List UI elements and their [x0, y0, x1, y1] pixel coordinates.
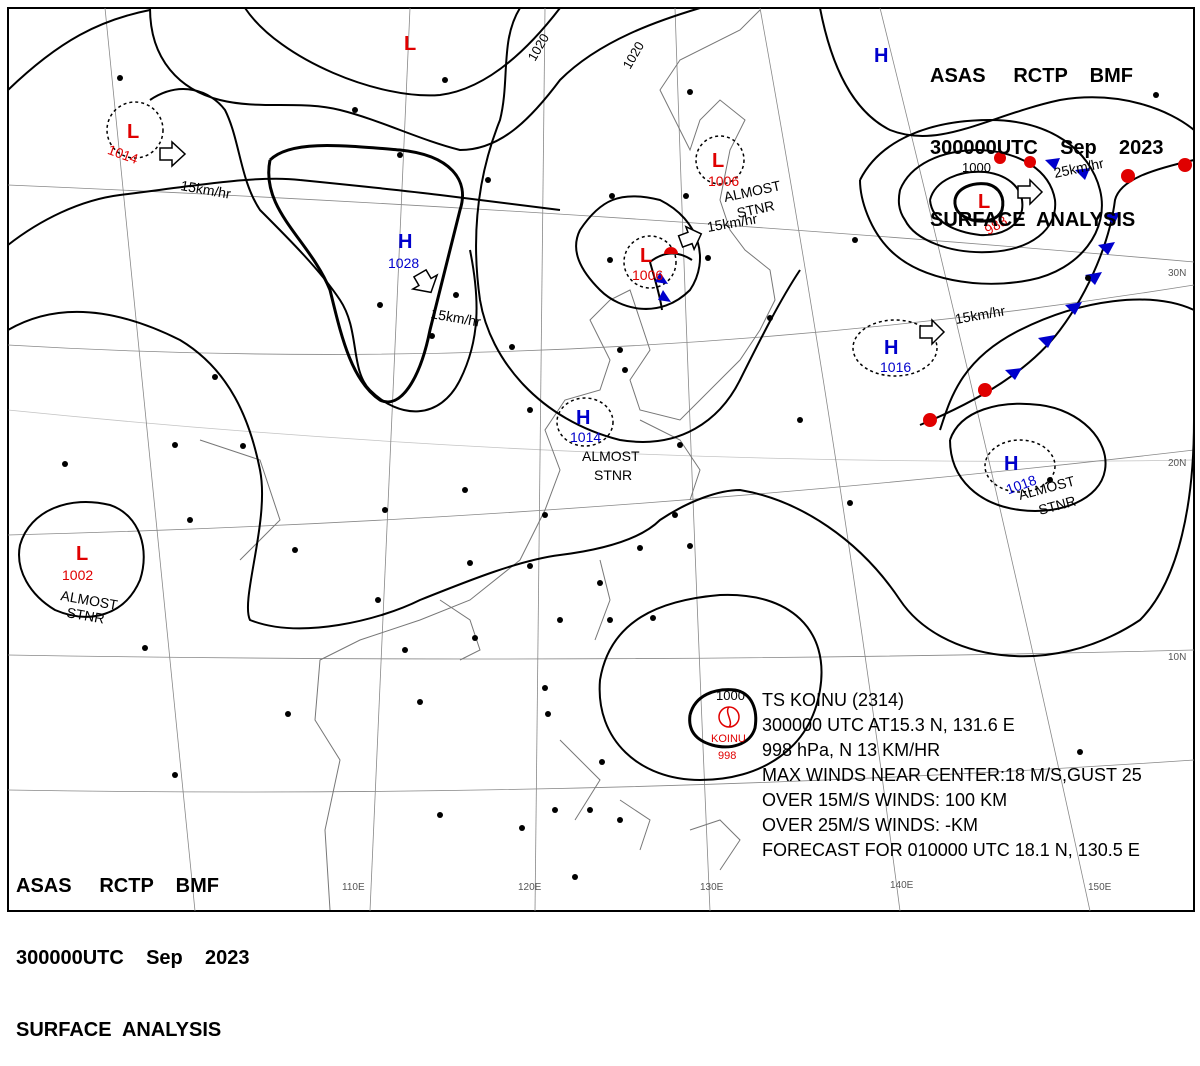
- lon-label: 140E: [890, 880, 914, 891]
- high-value: 1014: [570, 429, 601, 445]
- low-value: 1006: [708, 173, 739, 189]
- stationary-front: [919, 152, 1195, 427]
- high-symbol: H: [884, 337, 898, 359]
- lon-label: 130E: [700, 882, 724, 893]
- header-top-right: ASAS RCTP BMF 300000UTC Sep 2023 SURFACE…: [930, 16, 1163, 256]
- storm-info-line: 300000 UTC AT15.3 N, 131.6 E: [762, 715, 1015, 735]
- low-value: 1006: [632, 267, 663, 283]
- low-symbol: L: [404, 33, 416, 55]
- almost-stnr-label: STNR: [735, 197, 776, 221]
- header-line2: 300000UTC Sep 2023: [930, 137, 1164, 159]
- isobar-label: 1000: [962, 160, 991, 175]
- header-line3: SURFACE ANALYSIS: [930, 209, 1136, 231]
- low-symbol: L: [76, 543, 88, 565]
- header-bottom-left: ASAS RCTP BMF 300000UTC Sep 2023 SURFACE…: [16, 826, 249, 1066]
- storm-info-line: 998 hPa, N 13 KM/HR: [762, 740, 941, 760]
- header-line1: ASAS RCTP BMF: [930, 65, 1133, 87]
- low-symbol: L: [712, 150, 724, 172]
- coastlines: [199, 9, 776, 911]
- storm-info-line: OVER 25M/S WINDS: -KM: [762, 815, 979, 835]
- almost-stnr-label: STNR: [65, 604, 105, 626]
- isobars: [7, 7, 1195, 782]
- storm-info-line: FORECAST FOR 010000 UTC 18.1 N, 130.5 E: [762, 840, 1140, 860]
- storm-info-line: OVER 15M/S WINDS: 100 KM: [762, 790, 1008, 810]
- weather-map: 1020 1020 1000 1000 L 1014 H 1028 L 1006…: [7, 7, 1195, 912]
- header-line1: ASAS RCTP BMF: [16, 875, 219, 897]
- storm-info-line: TS KOINU (2314): [762, 690, 905, 710]
- typhoon-pressure: 998: [718, 750, 736, 762]
- almost-stnr-label: STNR: [594, 467, 632, 483]
- header-line3: SURFACE ANALYSIS: [16, 1019, 222, 1041]
- low-symbol: L: [640, 245, 652, 267]
- high-symbol: H: [398, 231, 412, 253]
- axis-labels: 110E 120E 130E 140E 150E 30N 20N 10N: [342, 268, 1186, 893]
- storm-info-block: TS KOINU (2314) 300000 UTC AT15.3 N, 131…: [762, 688, 1142, 863]
- front-near-low: [649, 247, 693, 311]
- high-value: 1028: [388, 255, 419, 271]
- header-line2: 300000UTC Sep 2023: [16, 947, 250, 969]
- lat-label: 30N: [1168, 268, 1186, 279]
- high-symbol: H: [874, 45, 888, 67]
- typhoon-symbol: KOINU 998: [711, 706, 746, 762]
- motion-arrows: [159, 140, 1044, 346]
- lon-label: 150E: [1088, 882, 1112, 893]
- typhoon-name: KOINU: [711, 733, 746, 745]
- center-rings: [106, 101, 1056, 493]
- lon-label: 120E: [518, 882, 542, 893]
- lat-label: 20N: [1168, 458, 1186, 469]
- storm-info-line: MAX WINDS NEAR CENTER:18 M/S,GUST 25: [762, 765, 1142, 785]
- almost-stnr-label: ALMOST: [582, 448, 640, 464]
- low-symbol: L: [978, 191, 990, 213]
- high-symbol: H: [576, 407, 590, 429]
- lon-label: 110E: [342, 882, 365, 893]
- map-frame: [7, 7, 1195, 912]
- isobar-label: 1000: [716, 688, 745, 703]
- low-symbol: L: [127, 121, 139, 143]
- low-value: 1002: [62, 567, 93, 583]
- high-value: 1016: [880, 359, 911, 375]
- station-plots: [62, 75, 1159, 880]
- high-symbol: H: [1004, 453, 1018, 475]
- lat-label: 10N: [1168, 652, 1186, 663]
